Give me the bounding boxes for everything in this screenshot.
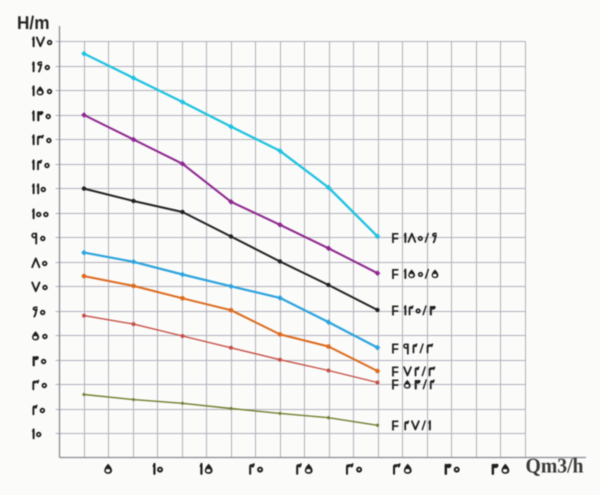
svg-text:F: F xyxy=(391,418,399,434)
svg-text:H/m: H/m xyxy=(17,12,50,33)
svg-text:F: F xyxy=(391,341,399,357)
svg-text:F: F xyxy=(391,231,399,247)
svg-text:F: F xyxy=(391,267,399,283)
svg-text:F: F xyxy=(391,364,399,380)
svg-text:F: F xyxy=(391,303,399,319)
svg-text:Qm3/h: Qm3/h xyxy=(526,454,584,478)
svg-text:F: F xyxy=(391,377,399,393)
